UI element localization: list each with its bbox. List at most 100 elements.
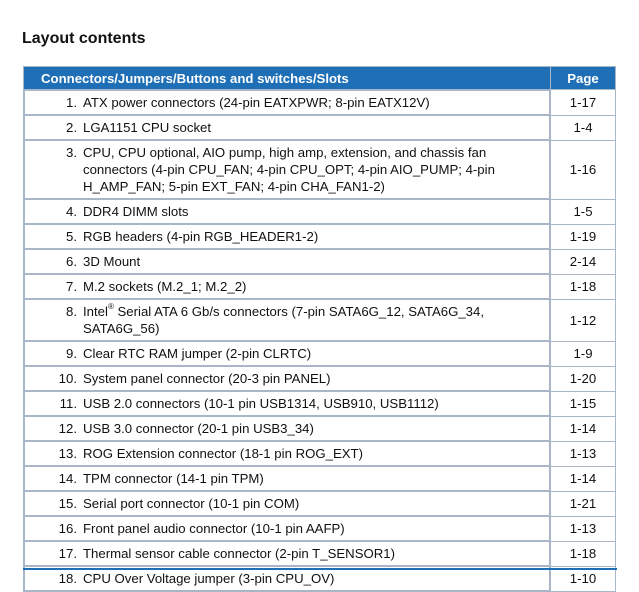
row-text: LGA1151 CPU socket — [83, 119, 543, 136]
row-description: 1. ATX power connectors (24-pin EATXPWR; … — [24, 90, 550, 115]
row-number: 14. — [58, 471, 77, 486]
table-row: 3. CPU, CPU optional, AIO pump, high amp,… — [24, 139, 616, 200]
table-row: 17. Thermal sensor cable connector (2-pin… — [24, 540, 616, 567]
row-text-main: Front panel audio connector (10-1 pin AA… — [83, 521, 345, 536]
row-text-main: CPU, CPU optional, AIO pump, high amp, e… — [83, 145, 495, 194]
row-page: 1-13 — [550, 440, 616, 467]
row-text: USB 2.0 connectors (10-1 pin USB1314, US… — [83, 395, 543, 412]
header-page: Page — [550, 66, 616, 90]
row-text-main: Serial port connector (10-1 pin COM) — [83, 496, 300, 511]
row-text-main: M.2 sockets (M.2_1; M.2_2) — [83, 279, 247, 294]
row-page: 1-19 — [550, 223, 616, 250]
row-page: 1-14 — [550, 465, 616, 492]
row-number: 16. — [58, 521, 77, 536]
row-description: 4. DDR4 DIMM slots — [24, 199, 550, 224]
table-row: 13. ROG Extension connector (18-1 pin ROG… — [24, 440, 616, 467]
row-page: 1-20 — [550, 365, 616, 392]
row-number: 13. — [58, 446, 77, 461]
row-description: 12. USB 3.0 connector (20-1 pin USB3_34) — [24, 416, 550, 441]
table-row: 4. DDR4 DIMM slots 1-5 — [24, 198, 616, 225]
row-text: CPU, CPU optional, AIO pump, high amp, e… — [83, 144, 543, 195]
row-text: RGB headers (4-pin RGB_HEADER1-2) — [83, 228, 543, 245]
table-header-row: Connectors/Jumpers/Buttons and switches/… — [23, 66, 616, 90]
row-description: 5. RGB headers (4-pin RGB_HEADER1-2) — [24, 224, 550, 249]
row-text: 3D Mount — [83, 253, 543, 270]
row-page: 1-16 — [550, 139, 616, 200]
row-page: 2-14 — [550, 248, 616, 275]
table-row: 10. System panel connector (20-3 pin PANE… — [24, 365, 616, 392]
row-page: 1-14 — [550, 415, 616, 442]
table-row: 16. Front panel audio connector (10-1 pin… — [24, 515, 616, 542]
row-page: 1-21 — [550, 490, 616, 517]
row-number: 6. — [66, 254, 77, 269]
row-page: 1-12 — [550, 298, 616, 342]
table-row: 14. TPM connector (14-1 pin TPM) 1-14 — [24, 465, 616, 492]
row-text: TPM connector (14-1 pin TPM) — [83, 470, 543, 487]
row-number: 5. — [66, 229, 77, 244]
row-description: 8. Intel® Serial ATA 6 Gb/s connectors (7… — [24, 299, 550, 341]
row-description: 7. M.2 sockets (M.2_1; M.2_2) — [24, 274, 550, 299]
table-row: 5. RGB headers (4-pin RGB_HEADER1-2) 1-19 — [24, 223, 616, 250]
row-text-main: TPM connector (14-1 pin TPM) — [83, 471, 264, 486]
row-description: 17. Thermal sensor cable connector (2-pin… — [24, 541, 550, 566]
row-number: 11. — [59, 396, 77, 411]
row-page: 1-4 — [550, 114, 616, 141]
row-page: 1-17 — [550, 89, 616, 116]
row-page: 1-18 — [550, 540, 616, 567]
row-number: 4. — [66, 204, 77, 219]
page-title: Layout contents — [22, 30, 146, 47]
row-text-main: LGA1151 CPU socket — [83, 120, 212, 135]
row-text: DDR4 DIMM slots — [83, 203, 543, 220]
table-row: 2. LGA1151 CPU socket 1-4 — [24, 114, 616, 141]
row-number: 15. — [58, 496, 77, 511]
table-row: 15. Serial port connector (10-1 pin COM) 1… — [24, 490, 616, 517]
row-description: 2. LGA1151 CPU socket — [24, 115, 550, 140]
row-text: Intel® Serial ATA 6 Gb/s connectors (7-p… — [83, 303, 543, 337]
row-text-rest: Serial ATA 6 Gb/s connectors (7-pin SATA… — [83, 304, 484, 336]
table-row: 9. Clear RTC RAM jumper (2-pin CLRTC) 1-9 — [24, 340, 616, 367]
row-number: 10. — [58, 371, 77, 386]
row-number: 1. — [66, 95, 77, 110]
table-row: 11. USB 2.0 connectors (10-1 pin USB1314,… — [24, 390, 616, 417]
row-page: 1-9 — [550, 340, 616, 367]
row-text-main: USB 3.0 connector (20-1 pin USB3_34) — [83, 421, 314, 436]
row-description: 16. Front panel audio connector (10-1 pin… — [24, 516, 550, 541]
row-text-main: ROG Extension connector (18-1 pin ROG_EX… — [83, 446, 363, 461]
header-description: Connectors/Jumpers/Buttons and switches/… — [23, 66, 551, 90]
registered-mark: ® — [107, 302, 114, 311]
row-number: 9. — [66, 346, 77, 361]
row-text-main: System panel connector (20-3 pin PANEL) — [83, 371, 331, 386]
row-text: ATX power connectors (24-pin EATXPWR; 8-… — [83, 94, 543, 111]
layout-contents-table: Connectors/Jumpers/Buttons and switches/… — [23, 66, 616, 592]
table-row: 8. Intel® Serial ATA 6 Gb/s connectors (7… — [24, 298, 616, 342]
row-text-main: USB 2.0 connectors (10-1 pin USB1314, US… — [83, 396, 439, 411]
row-number: 17. — [58, 546, 77, 561]
row-text: Front panel audio connector (10-1 pin AA… — [83, 520, 543, 537]
row-page: 1-5 — [550, 198, 616, 225]
table-row: 1. ATX power connectors (24-pin EATXPWR; … — [24, 89, 616, 116]
row-description: 9. Clear RTC RAM jumper (2-pin CLRTC) — [24, 341, 550, 366]
row-page: 1-13 — [550, 515, 616, 542]
row-text-main: DDR4 DIMM slots — [83, 204, 189, 219]
bottom-rule — [23, 568, 617, 570]
row-text: ROG Extension connector (18-1 pin ROG_EX… — [83, 445, 543, 462]
row-text-main: Clear RTC RAM jumper (2-pin CLRTC) — [83, 346, 312, 361]
table-row: 7. M.2 sockets (M.2_1; M.2_2) 1-18 — [24, 273, 616, 300]
row-page: 1-15 — [550, 390, 616, 417]
row-description: 10. System panel connector (20-3 pin PANE… — [24, 366, 550, 391]
row-description: 6. 3D Mount — [24, 249, 550, 274]
row-text: USB 3.0 connector (20-1 pin USB3_34) — [83, 420, 543, 437]
row-text-main: Thermal sensor cable connector (2-pin T_… — [83, 546, 395, 561]
table-row: 6. 3D Mount 2-14 — [24, 248, 616, 275]
row-number: 12. — [58, 421, 77, 436]
row-text: Clear RTC RAM jumper (2-pin CLRTC) — [83, 345, 543, 362]
row-text: M.2 sockets (M.2_1; M.2_2) — [83, 278, 543, 295]
row-description: 3. CPU, CPU optional, AIO pump, high amp,… — [24, 140, 550, 199]
table-row: 12. USB 3.0 connector (20-1 pin USB3_34) 1… — [24, 415, 616, 442]
row-description: 13. ROG Extension connector (18-1 pin ROG… — [24, 441, 550, 466]
row-text-main: 3D Mount — [83, 254, 141, 269]
row-number: 3. — [66, 145, 77, 160]
row-text-main: ATX power connectors (24-pin EATXPWR; 8-… — [83, 95, 430, 110]
row-text: Serial port connector (10-1 pin COM) — [83, 495, 543, 512]
row-text-main: RGB headers (4-pin RGB_HEADER1-2) — [83, 229, 319, 244]
